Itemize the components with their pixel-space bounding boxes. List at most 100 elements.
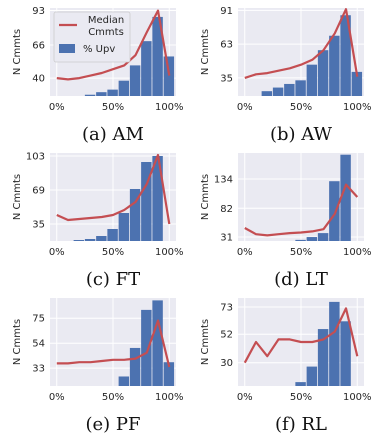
bar	[295, 239, 306, 241]
x-tick-label: 50%	[102, 392, 124, 403]
x-tick-label: 0%	[237, 247, 253, 258]
bar	[96, 92, 107, 96]
bar	[351, 71, 363, 96]
bar	[152, 300, 163, 386]
bar	[84, 239, 96, 241]
y-tick-label: 35	[220, 73, 233, 84]
median-line	[244, 183, 359, 237]
bar	[107, 89, 118, 96]
y-tick-label: 35	[32, 220, 45, 231]
legend-line-label-2: Cmmts	[88, 27, 124, 38]
subplot-6: 0% 50% 100% 30 52 73 N Cmmts (f) RL	[200, 298, 372, 435]
bar	[306, 64, 318, 96]
y-tick-label: 40	[32, 74, 45, 85]
bar	[340, 154, 351, 241]
y-axis-label: N Cmmts	[200, 174, 211, 220]
y-tick-label: 54	[32, 339, 45, 350]
bar	[141, 41, 152, 96]
y-axis-label: N Cmmts	[12, 29, 23, 75]
y-tick-label: 82	[220, 204, 233, 215]
x-tick-label: 50%	[102, 247, 124, 258]
y-tick-label: 91	[220, 6, 233, 17]
bar	[141, 162, 152, 241]
y-tick-label: 66	[32, 40, 45, 51]
bar	[73, 240, 85, 241]
subplot-5: 0% 50% 100% 33 54 75 N Cmmts (e) PF	[12, 298, 184, 435]
bar	[163, 56, 175, 96]
median-line	[56, 153, 171, 225]
y-tick-label: 31	[220, 233, 233, 244]
bar	[96, 236, 107, 241]
y-tick-label: 93	[32, 6, 45, 17]
x-tick-label: 0%	[49, 247, 65, 258]
y-tick-label: 52	[220, 330, 233, 341]
subplot-caption: (b) AW	[270, 124, 333, 145]
y-tick-label: 33	[32, 364, 45, 375]
x-tick-label: 100%	[343, 247, 372, 258]
bar	[306, 237, 318, 241]
subplot-caption: (f) RL	[275, 414, 327, 435]
y-tick-label: 75	[32, 314, 45, 325]
x-tick-label: 0%	[49, 102, 65, 113]
bar	[295, 80, 306, 96]
bar	[317, 329, 329, 386]
y-tick-label: 134	[214, 174, 233, 185]
x-tick-label: 0%	[49, 392, 65, 403]
y-tick-label: 63	[220, 40, 233, 51]
bar	[329, 181, 340, 241]
y-tick-label: 73	[220, 303, 233, 314]
legend-line-label: Median	[88, 15, 124, 26]
median-line	[56, 319, 171, 368]
x-tick-label: 50%	[290, 247, 312, 258]
bar	[129, 189, 141, 241]
x-tick-label: 0%	[237, 102, 253, 113]
bar	[118, 213, 130, 241]
bar	[272, 87, 284, 96]
bar	[152, 156, 163, 241]
bar	[152, 16, 163, 96]
bar	[261, 91, 273, 96]
bar	[163, 362, 175, 386]
y-axis-label: N Cmmts	[200, 319, 211, 365]
median-line	[243, 307, 359, 364]
x-tick-label: 100%	[343, 392, 372, 403]
bar	[317, 50, 329, 96]
bar	[118, 80, 130, 96]
x-tick-label: 100%	[155, 247, 184, 258]
bar	[306, 366, 318, 386]
bar	[129, 347, 141, 386]
bar	[329, 35, 340, 96]
y-tick-label: 69	[32, 186, 45, 197]
y-axis-label: N Cmmts	[200, 29, 211, 75]
subplot-caption: (d) LT	[274, 269, 328, 290]
bar	[118, 376, 130, 386]
x-tick-label: 50%	[102, 102, 124, 113]
x-tick-label: 50%	[290, 392, 312, 403]
x-tick-label: 100%	[155, 392, 184, 403]
bar	[107, 229, 118, 241]
bar	[329, 301, 340, 386]
median-line	[56, 9, 171, 81]
bar	[284, 83, 295, 96]
bar	[340, 15, 351, 96]
y-tick-label: 103	[26, 152, 45, 163]
x-tick-label: 100%	[343, 102, 372, 113]
subplot-caption: (c) FT	[86, 269, 140, 290]
subplot-caption: (e) PF	[85, 414, 140, 435]
bar	[317, 233, 329, 241]
legend-bar-swatch	[59, 44, 75, 53]
y-axis-label: N Cmmts	[12, 174, 23, 220]
x-tick-label: 0%	[237, 392, 253, 403]
bar	[340, 321, 351, 386]
subplot-caption: (a) AM	[82, 124, 144, 145]
bar	[84, 94, 96, 96]
median-line	[244, 8, 359, 79]
bar	[295, 382, 306, 386]
x-tick-label: 50%	[290, 102, 312, 113]
subplot-2: 0% 50% 100% 35 63 91 N Cmmts (b) AW	[200, 6, 372, 145]
x-tick-label: 100%	[155, 102, 184, 113]
bar	[141, 309, 152, 386]
